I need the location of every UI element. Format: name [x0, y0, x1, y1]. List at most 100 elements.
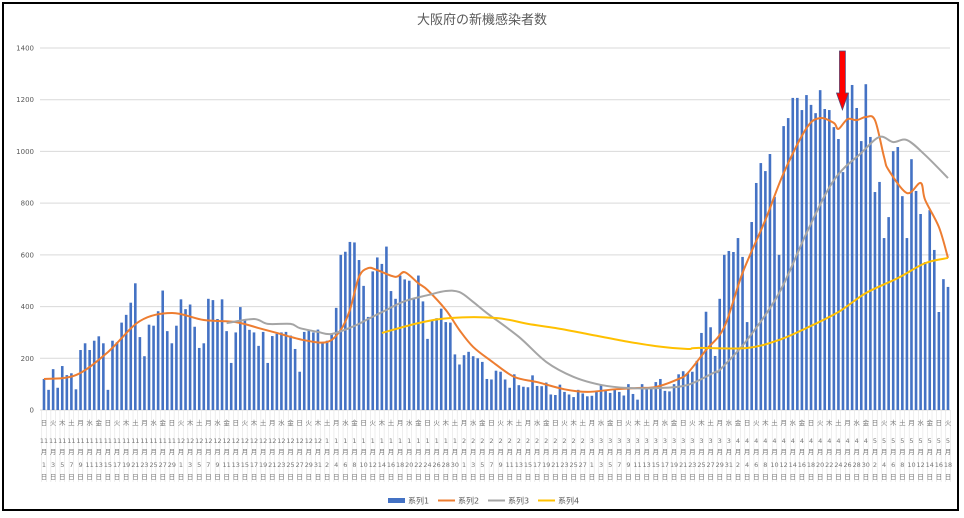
- x-day-label: 19: [542, 461, 550, 469]
- x-weekday-label: 日: [41, 419, 48, 427]
- x-month-unit: 月: [388, 448, 395, 456]
- x-month-unit: 月: [333, 448, 340, 456]
- bar: [535, 385, 539, 410]
- bar: [832, 127, 836, 410]
- x-tick-label: 日 5 月 2 日: [872, 419, 879, 481]
- x-tick-label: 土 1 月 30 日: [451, 418, 459, 481]
- x-month-label: 1: [453, 437, 457, 445]
- bar: [554, 395, 557, 410]
- x-weekday-label: 木: [890, 418, 897, 427]
- x-day-unit: 日: [570, 473, 577, 481]
- x-weekday-label: 金: [351, 418, 358, 427]
- x-tick-label: 月 2 月 15 日: [524, 419, 532, 481]
- x-day-unit: 日: [397, 473, 404, 481]
- x-tick-label: 火 2 月 9 日: [497, 419, 504, 481]
- x-day-unit: 日: [707, 473, 714, 481]
- bar: [617, 391, 621, 410]
- bar: [613, 389, 617, 410]
- bar: [631, 393, 635, 410]
- x-month-unit: 月: [625, 448, 632, 456]
- x-weekday-label: 水: [214, 418, 221, 427]
- x-tick-label: 金 4 月 30 日: [862, 418, 870, 481]
- x-tick-label: 日 12 月 27 日: [296, 419, 304, 481]
- bar: [216, 318, 219, 410]
- x-month-unit: 月: [653, 448, 660, 456]
- x-month-unit: 月: [132, 448, 139, 456]
- x-weekday-label: 月: [333, 419, 340, 427]
- x-tick-label: 水 1 月 20 日: [405, 418, 413, 481]
- bar: [741, 256, 744, 410]
- x-weekday-label: 日: [233, 419, 240, 427]
- bar: [51, 369, 55, 410]
- x-day-unit: 日: [698, 473, 705, 481]
- x-day-label: 29: [305, 461, 313, 469]
- x-tick-label: 火 5 月 4 日: [881, 419, 888, 481]
- bar: [70, 373, 73, 410]
- x-tick-label: 日 2 月 21 日: [551, 419, 559, 481]
- bar: [266, 362, 270, 410]
- x-tick-label: 火 1 月 26 日: [433, 419, 441, 481]
- x-month-label: 12: [223, 437, 231, 445]
- bar: [659, 378, 662, 410]
- x-day-label: 9: [498, 461, 502, 469]
- x-month-label: 12: [314, 437, 322, 445]
- x-month-label: 4: [818, 437, 822, 445]
- x-month-unit: 月: [251, 448, 258, 456]
- bar: [92, 340, 96, 410]
- x-tick-label: 土 11 月 21 日: [131, 418, 139, 481]
- x-day-unit: 日: [863, 473, 870, 481]
- x-month-label: 12: [305, 437, 313, 445]
- line-series: [43, 115, 949, 393]
- x-day-label: 31: [725, 461, 733, 469]
- bar: [430, 319, 434, 410]
- x-weekday-label: 木: [570, 418, 577, 427]
- x-month-unit: 月: [589, 448, 596, 456]
- bar: [722, 254, 726, 410]
- x-month-unit: 月: [351, 448, 358, 456]
- x-weekday-label: 木: [123, 418, 130, 427]
- x-month-label: 3: [699, 437, 703, 445]
- x-day-label: 24: [423, 461, 431, 469]
- arrow-down-icon: [835, 50, 849, 112]
- x-tick-label: 木 3 月 11 日: [633, 418, 641, 481]
- x-month-label: 3: [590, 437, 594, 445]
- x-day-label: 17: [661, 461, 669, 469]
- x-month-label: 3: [718, 437, 722, 445]
- bar: [74, 389, 78, 410]
- legend-item: 系列2: [438, 496, 479, 506]
- bar: [827, 110, 831, 411]
- x-day-label: 13: [515, 461, 523, 469]
- x-month-label: 11: [122, 437, 130, 445]
- x-day-label: 14: [789, 461, 797, 469]
- x-month-unit: 月: [598, 448, 605, 456]
- x-month-unit: 月: [689, 448, 696, 456]
- x-month-label: 2: [508, 437, 512, 445]
- x-day-unit: 日: [726, 473, 733, 481]
- x-month-label: 2: [480, 437, 484, 445]
- x-tick-label: 土 1 月 2 日: [324, 418, 331, 481]
- x-weekday-label: 水: [662, 418, 669, 427]
- bar: [933, 249, 936, 410]
- x-day-unit: 日: [753, 473, 760, 481]
- bar: [188, 304, 192, 410]
- bar: [165, 331, 169, 410]
- x-day-label: 31: [314, 461, 322, 469]
- x-month-label: 1: [398, 437, 402, 445]
- x-day-label: 1: [462, 461, 466, 469]
- x-day-unit: 日: [552, 473, 559, 481]
- x-tick-label: 日 1 月 24 日: [423, 419, 431, 481]
- x-weekday-label: 日: [680, 419, 687, 427]
- x-month-unit: 月: [223, 448, 230, 456]
- bar: [668, 391, 671, 410]
- bar: [517, 385, 521, 410]
- x-weekday-label: 水: [470, 418, 477, 427]
- x-day-label: 13: [643, 461, 651, 469]
- x-weekday-label: 火: [689, 419, 696, 427]
- x-day-label: 2: [873, 461, 877, 469]
- bar: [599, 384, 603, 410]
- bar: [526, 387, 530, 410]
- x-tick-label: 木 12 月 31 日: [314, 418, 322, 481]
- x-day-unit: 日: [196, 473, 203, 481]
- x-day-label: 15: [104, 461, 112, 469]
- bar: [403, 279, 406, 410]
